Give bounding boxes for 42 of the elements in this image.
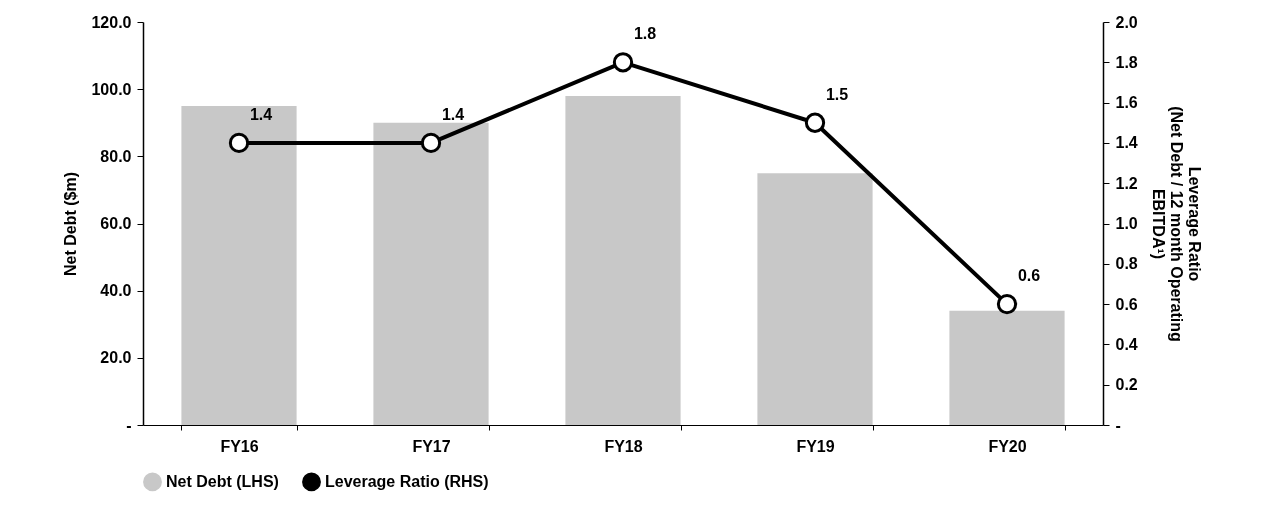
point [420, 132, 442, 154]
bar [181, 105, 297, 425]
y-tick-label: 80.0 [100, 147, 132, 165]
y2-tick-label: 2.0 [1115, 13, 1138, 31]
data-label: 1.4 [441, 105, 465, 123]
y-tick-label: 60.0 [100, 215, 132, 232]
x-tick-label: FY19 [796, 437, 835, 455]
y2-tick-label: 1.6 [1115, 94, 1138, 112]
x-tick-label: FY16 [220, 437, 259, 455]
data-label: 1.8 [633, 25, 657, 43]
x-tick-label: FY20 [988, 437, 1027, 455]
bar [949, 310, 1065, 425]
y2-axis-title: Leverage Ratio (Net Debt / 12 month Operating EBITDA¹) [1149, 106, 1203, 342]
bar [757, 173, 873, 425]
x-tick-label: FY18 [604, 437, 643, 455]
y2-tick-label: 0.6 [1115, 295, 1138, 313]
y-tick-label: 100.0 [91, 80, 132, 98]
point [612, 52, 634, 73]
y2-tick-label: 1.4 [1115, 134, 1138, 152]
x-tick-label: FY17 [412, 437, 451, 455]
y2-tick-label: 1.2 [1115, 174, 1138, 192]
bar [565, 95, 681, 425]
point [804, 112, 826, 133]
bar [373, 122, 489, 425]
y-tick-label: 120.0 [91, 13, 132, 31]
y-tick-label: 20.0 [100, 349, 132, 367]
y2-tick-label: 1.0 [1115, 215, 1138, 232]
y-axis-title: Net Debt ($m) [62, 171, 80, 277]
y2-tick-label: 0.4 [1115, 335, 1138, 353]
data-label: 1.4 [249, 105, 273, 123]
legend-label: Net Debt (LHS) [166, 472, 279, 490]
legend-label: Leverage Ratio (RHS) [325, 472, 489, 490]
y2-tick-label: - [1115, 416, 1121, 434]
y2-tick-label: 0.8 [1115, 255, 1138, 273]
data-label: 1.5 [825, 85, 849, 103]
point [996, 293, 1018, 315]
data-label: 0.6 [1017, 267, 1041, 285]
y2-tick-label: 0.2 [1115, 376, 1138, 394]
y-tick-label: 40.0 [100, 282, 132, 300]
y-tick-label: - [126, 416, 132, 434]
point [228, 132, 250, 154]
y2-tick-label: 1.8 [1115, 53, 1138, 71]
